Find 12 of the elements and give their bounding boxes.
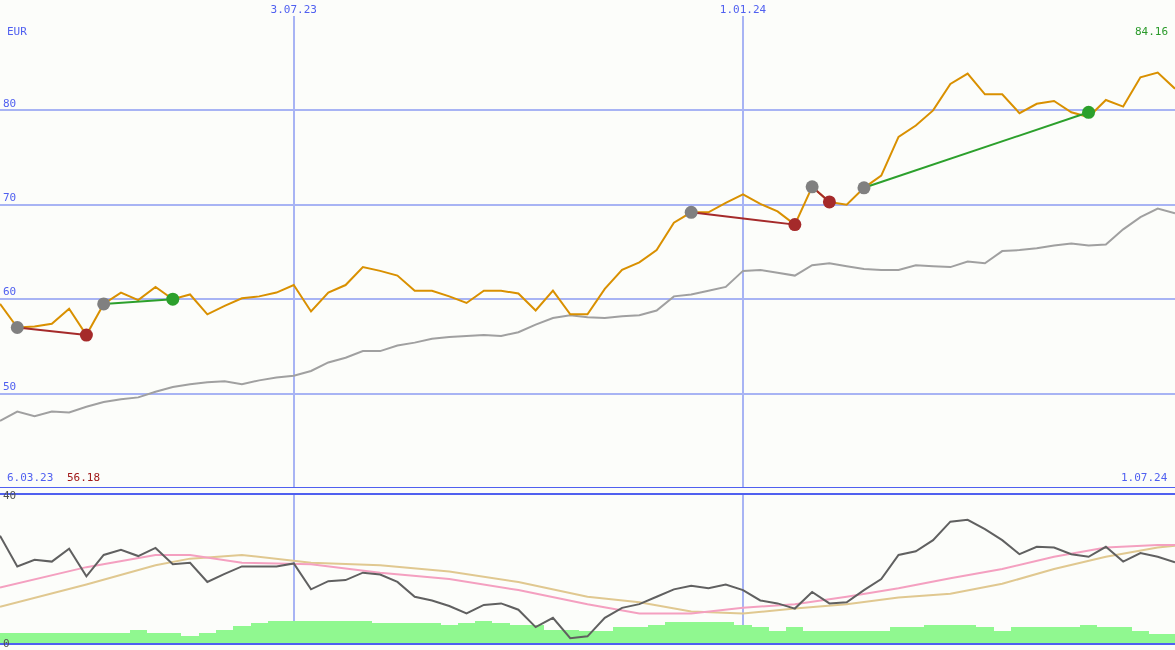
y-tick-label: 50 bbox=[3, 379, 17, 393]
annotation: 1.07.24 bbox=[1121, 471, 1168, 484]
x-tick-label: 1.01.24 bbox=[719, 2, 767, 16]
annotation: 6.03.23 bbox=[7, 471, 54, 484]
annotation: 56.18 bbox=[67, 471, 101, 484]
y-tick-label: 60 bbox=[3, 285, 17, 299]
y-tick-label: 0 bbox=[3, 636, 10, 650]
y-tick-label: 70 bbox=[3, 190, 17, 204]
annotation: 84.16 bbox=[1135, 25, 1169, 38]
annotation: EUR bbox=[7, 25, 28, 38]
x-tick-label: 3.07.23 bbox=[270, 2, 317, 16]
y-tick-label: 80 bbox=[3, 96, 17, 110]
